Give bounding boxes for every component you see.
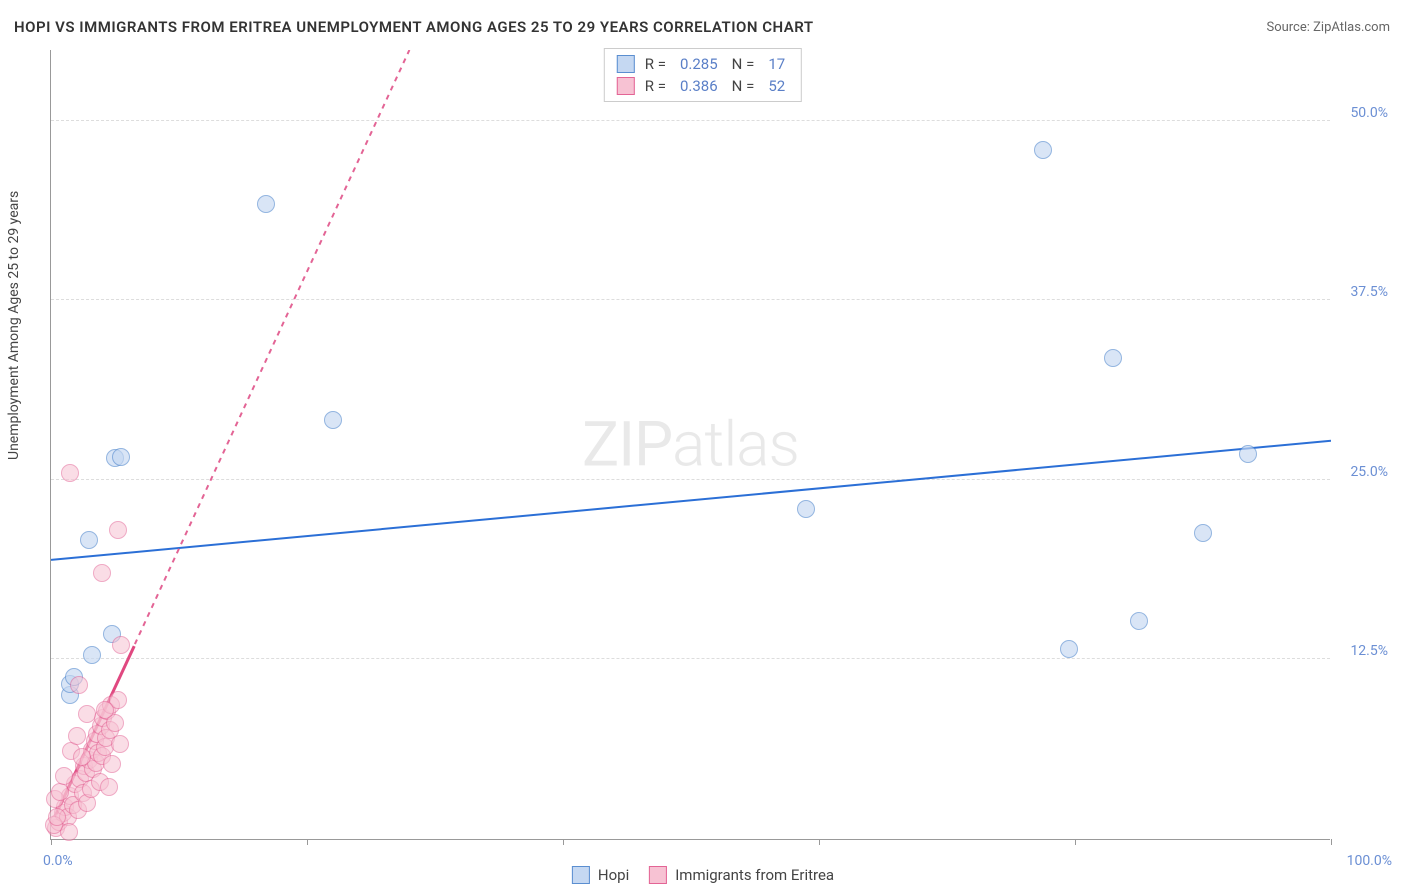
data-point xyxy=(1104,349,1122,367)
r-value-hopi: 0.285 xyxy=(680,55,718,73)
y-tick-label: 12.5% xyxy=(1350,643,1388,659)
legend-swatch-hopi xyxy=(617,55,635,73)
data-point xyxy=(324,411,342,429)
data-point xyxy=(68,727,86,745)
data-point xyxy=(83,646,101,664)
data-point xyxy=(1130,612,1148,630)
data-point xyxy=(48,808,66,826)
y-axis-label: Unemployment Among Ages 25 to 29 years xyxy=(6,191,22,460)
x-tick xyxy=(1331,839,1332,845)
x-tick xyxy=(51,839,52,845)
gridline xyxy=(51,658,1330,659)
x-axis-min-label: 0.0% xyxy=(43,853,73,869)
chart-title: HOPI VS IMMIGRANTS FROM ERITREA UNEMPLOY… xyxy=(14,18,814,36)
data-point xyxy=(100,778,118,796)
data-point xyxy=(70,676,88,694)
data-point xyxy=(78,705,96,723)
legend-swatch-eritrea xyxy=(649,866,667,884)
data-point xyxy=(112,448,130,466)
trend-layer xyxy=(51,50,1331,840)
legend-item-eritrea: Immigrants from Eritrea xyxy=(649,866,834,884)
x-tick xyxy=(819,839,820,845)
legend-swatch-hopi xyxy=(572,866,590,884)
plot-area: ZIPatlas 12.5%25.0%37.5%50.0%0.0%100.0% xyxy=(50,50,1330,840)
data-point xyxy=(109,521,127,539)
r-value-eritrea: 0.386 xyxy=(680,77,718,95)
data-point xyxy=(103,755,121,773)
y-tick-label: 37.5% xyxy=(1350,284,1388,300)
n-label: N = xyxy=(732,77,755,95)
data-point xyxy=(80,531,98,549)
legend-swatch-eritrea xyxy=(617,77,635,95)
data-point xyxy=(93,564,111,582)
watermark: ZIPatlas xyxy=(582,408,799,481)
n-label: N = xyxy=(732,55,755,73)
data-point xyxy=(55,767,73,785)
data-point xyxy=(73,748,91,766)
data-point xyxy=(51,783,69,801)
legend-series: Hopi Immigrants from Eritrea xyxy=(572,866,834,884)
x-tick xyxy=(563,839,564,845)
data-point xyxy=(1239,445,1257,463)
x-axis-max-label: 100.0% xyxy=(1347,853,1392,869)
x-tick xyxy=(1075,839,1076,845)
r-label: R = xyxy=(645,77,666,95)
legend-label-hopi: Hopi xyxy=(598,866,629,884)
gridline xyxy=(51,299,1330,300)
data-point xyxy=(111,735,129,753)
source-label: Source: ZipAtlas.com xyxy=(1266,20,1390,35)
trend-line xyxy=(51,441,1331,560)
data-point xyxy=(61,464,79,482)
legend-stats-row: R = 0.285 N = 17 xyxy=(617,53,789,75)
x-tick xyxy=(307,839,308,845)
n-value-eritrea: 52 xyxy=(768,77,785,95)
data-point xyxy=(96,701,114,719)
watermark-bold: ZIP xyxy=(582,408,672,481)
gridline xyxy=(51,479,1330,480)
watermark-thin: atlas xyxy=(672,408,799,481)
y-tick-label: 50.0% xyxy=(1350,105,1388,121)
gridline xyxy=(51,120,1330,121)
legend-item-hopi: Hopi xyxy=(572,866,629,884)
data-point xyxy=(797,500,815,518)
r-label: R = xyxy=(645,55,666,73)
data-point xyxy=(112,636,130,654)
data-point xyxy=(1194,524,1212,542)
data-point xyxy=(60,823,78,841)
data-point xyxy=(1034,141,1052,159)
legend-stats-row: R = 0.386 N = 52 xyxy=(617,75,789,97)
data-point xyxy=(257,195,275,213)
legend-stats: R = 0.285 N = 17 R = 0.386 N = 52 xyxy=(604,48,802,102)
y-tick-label: 25.0% xyxy=(1350,464,1388,480)
legend-label-eritrea: Immigrants from Eritrea xyxy=(675,866,834,884)
n-value-hopi: 17 xyxy=(768,55,785,73)
data-point xyxy=(1060,640,1078,658)
